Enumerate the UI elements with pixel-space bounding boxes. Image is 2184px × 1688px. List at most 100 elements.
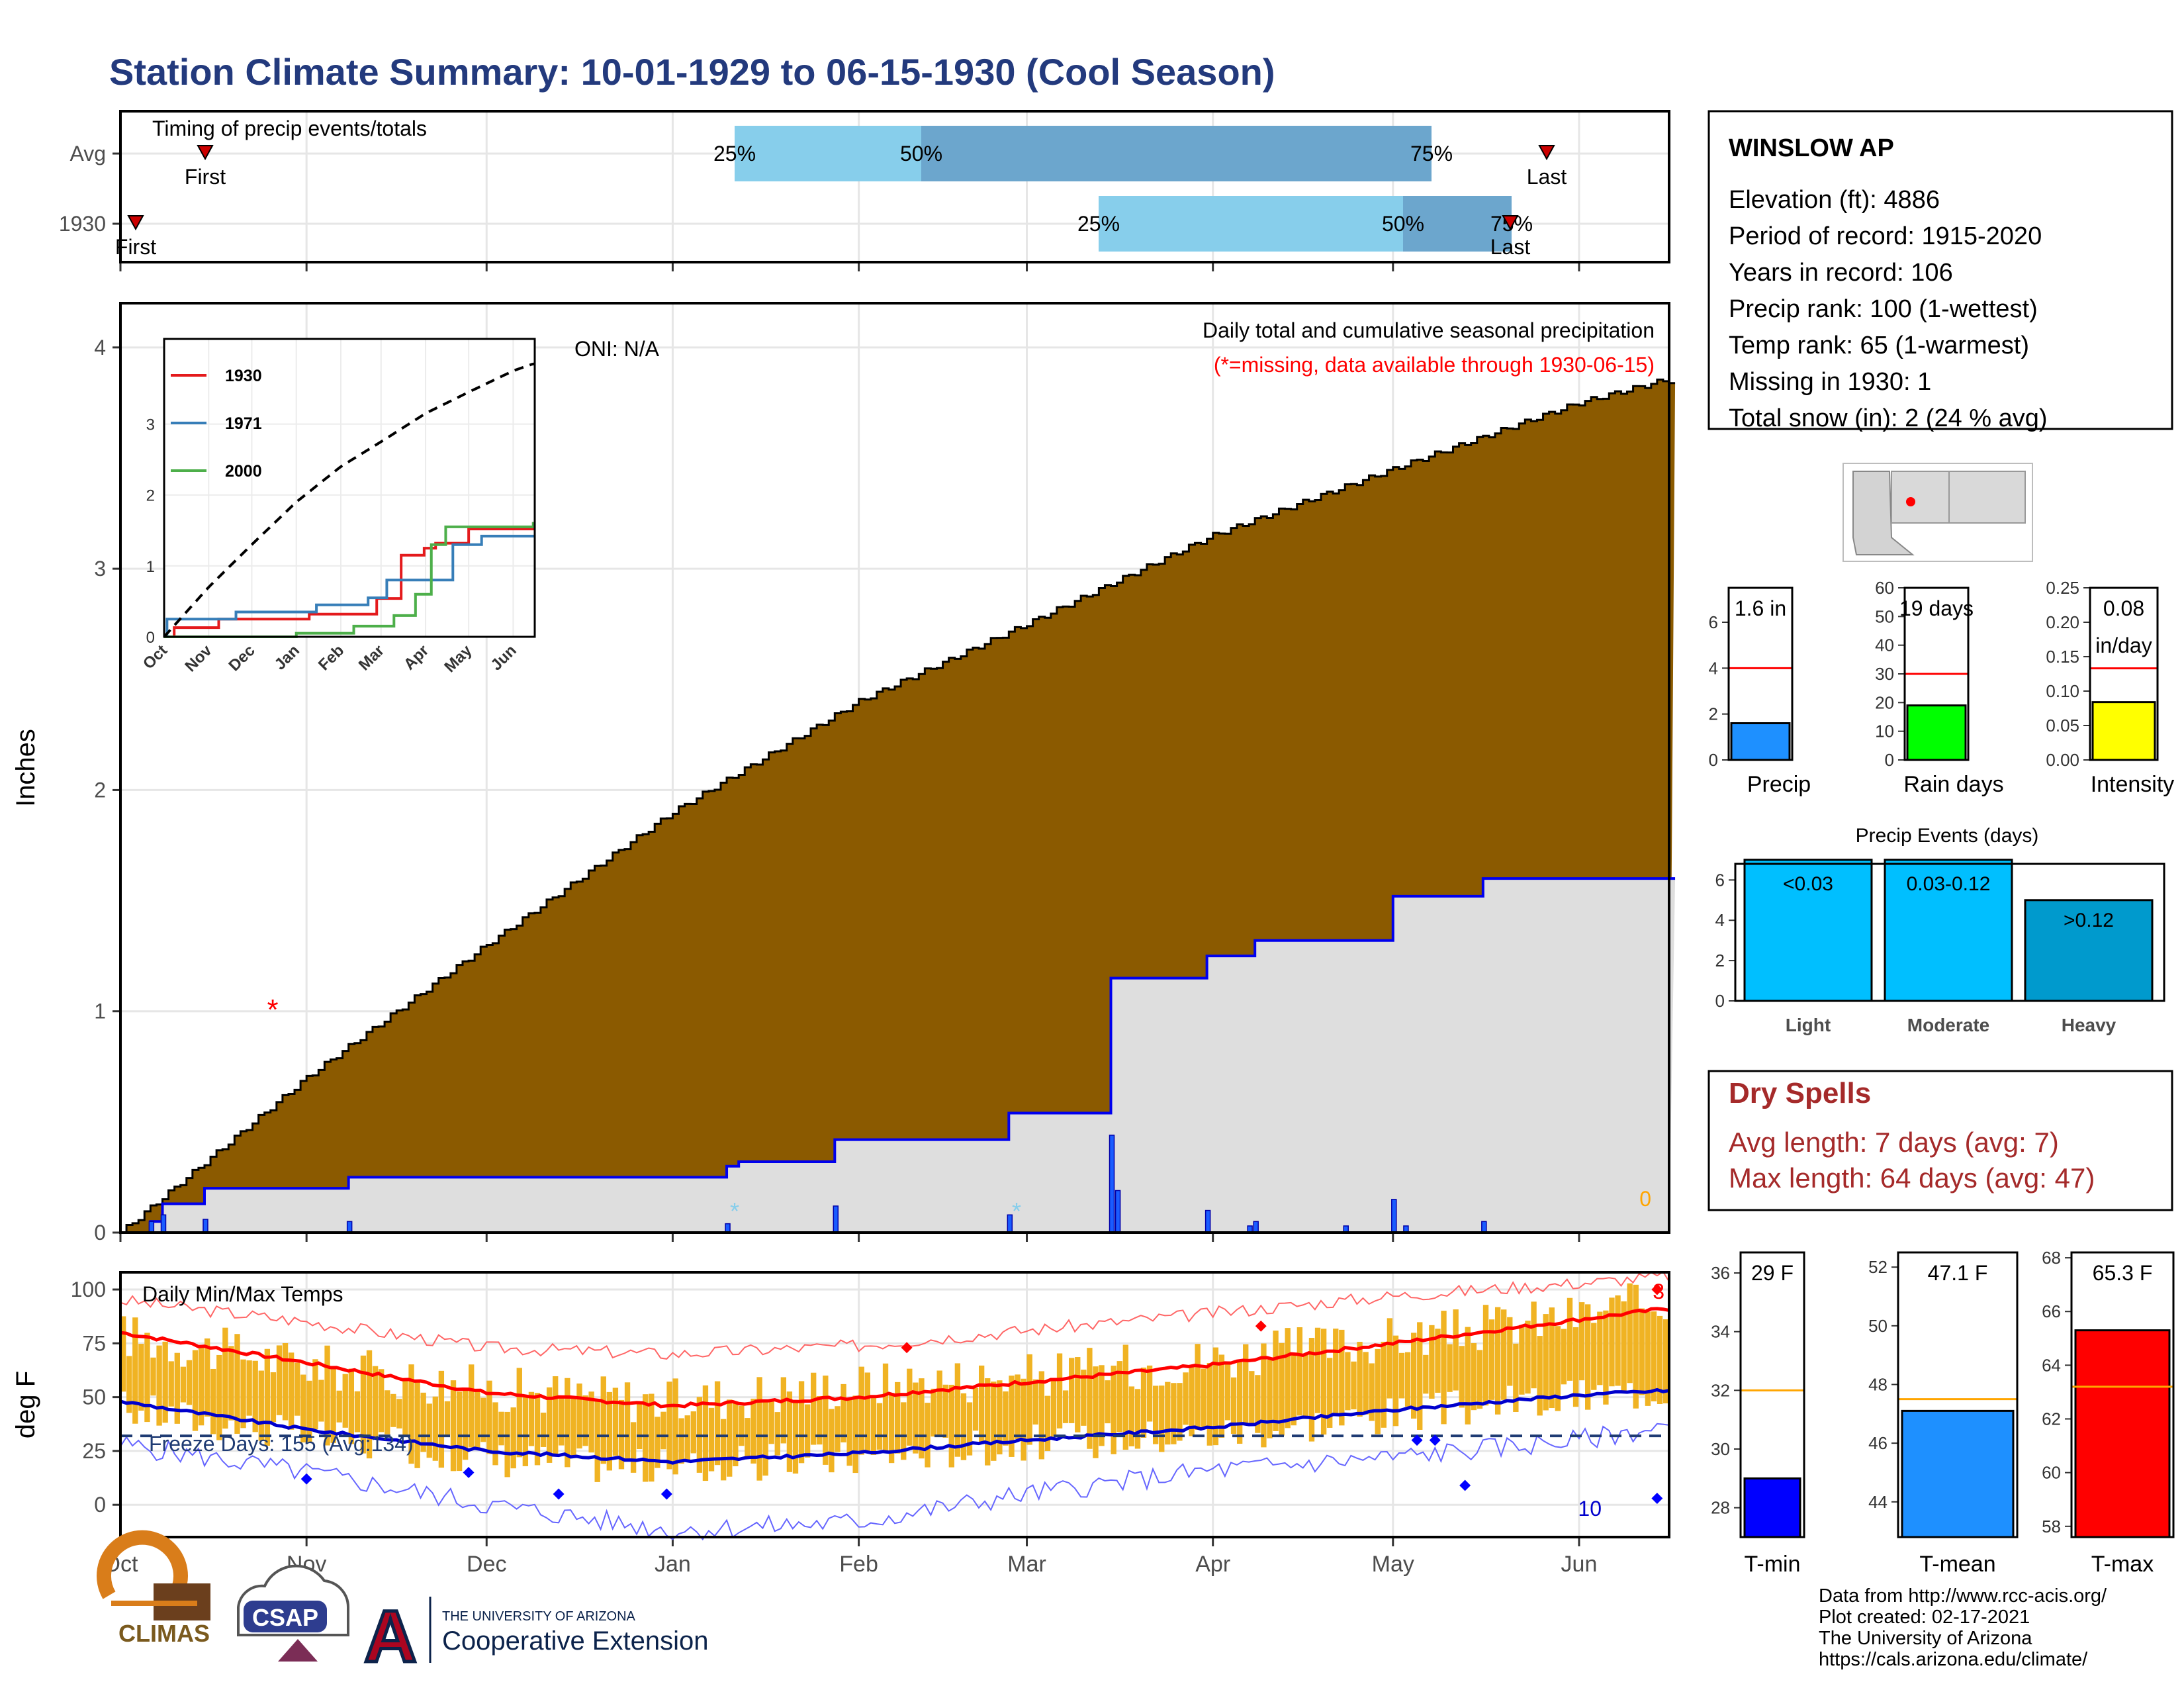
timing-percentile-label: 25%: [713, 142, 756, 165]
footer: Data from http://www.rcc-acis.org/Plot c…: [1819, 1585, 2107, 1670]
daily-temp-bar: [1261, 1343, 1267, 1448]
temp-summary-tick-label: 50: [1868, 1316, 1888, 1336]
daily-temp-bar: [594, 1401, 600, 1482]
daily-temp-bar: [258, 1370, 264, 1441]
inset-legend-label: 1971: [225, 414, 262, 433]
daily-temp-bar: [1398, 1352, 1405, 1399]
timing-last-marker: [1502, 215, 1519, 231]
daily-temp-bar: [174, 1352, 180, 1424]
daily-temp-bar: [138, 1344, 144, 1411]
daily-temp-bar: [972, 1387, 979, 1431]
temp-summary-tick-label: 28: [1711, 1498, 1730, 1518]
dry-spells-title: Dry Spells: [1729, 1077, 1871, 1109]
month-label: Jun: [1561, 1552, 1598, 1577]
oni-label: ONI: N/A: [574, 337, 660, 361]
inset-x-tick-label: Apr: [400, 641, 432, 673]
daily-temp-bar: [432, 1396, 438, 1461]
timing-percentile-label: 50%: [1382, 212, 1424, 236]
daily-temp-bar: [522, 1396, 529, 1466]
daily-temp-bar: [1273, 1331, 1279, 1431]
summary-bar-tick-label: 0.15: [2046, 647, 2079, 667]
daily-precip-bar: [725, 1223, 731, 1233]
daily-temp-bar: [295, 1362, 300, 1416]
y-tick-label: 4: [94, 336, 106, 359]
daily-temp-bar: [240, 1359, 246, 1429]
daily-temp-bar: [486, 1380, 492, 1454]
daily-temp-bar: [858, 1366, 864, 1455]
daily-temp-bar: [1555, 1326, 1561, 1411]
daily-temp-bar: [948, 1384, 954, 1468]
daily-temp-bar: [408, 1364, 414, 1464]
daily-temp-bar: [637, 1403, 643, 1450]
csap-logo-mountain: [278, 1639, 318, 1662]
timing-last-marker: [1538, 145, 1555, 161]
daily-temp-bar: [1507, 1317, 1513, 1386]
page-title: Station Climate Summary: 10-01-1929 to 0…: [109, 51, 1275, 93]
daily-temp-bar: [1189, 1364, 1195, 1436]
daily-temp-bar: [1459, 1346, 1465, 1408]
daily-temp-bar: [210, 1368, 216, 1434]
daily-temp-bar: [1494, 1307, 1501, 1415]
summary-bar-unit: in/day: [2095, 633, 2152, 657]
timing-panel: Avg25%50%75%FirstLast193025%50%75%FirstL…: [59, 110, 1670, 271]
daily-temp-bar: [1159, 1385, 1165, 1452]
daily-temp-bar: [1327, 1358, 1333, 1428]
daily-temp-bar: [180, 1366, 187, 1403]
station-info-box: WINSLOW AP Elevation (ft): 4886 Period of …: [1707, 110, 2173, 432]
daily-temp-bar: [438, 1370, 445, 1468]
events-tick-label: 4: [1715, 910, 1725, 930]
uofa-logo: A: [364, 1596, 416, 1677]
daily-temp-bar: [643, 1394, 649, 1482]
timing-percentile-label: 25%: [1077, 212, 1120, 236]
daily-temp-bar: [1236, 1362, 1243, 1444]
daily-temp-bar: [612, 1387, 619, 1456]
daily-temp-bar: [1572, 1327, 1579, 1407]
daily-temp-bar: [1441, 1311, 1447, 1425]
daily-temp-bar: [1314, 1327, 1321, 1413]
csap-logo-text: CSAP: [252, 1604, 318, 1631]
event-bar-range: <0.03: [1783, 873, 1833, 895]
y-tick-label: 3: [94, 557, 106, 581]
avg-max-line: [120, 1307, 1670, 1409]
station-info-line: Elevation (ft): 4886: [1729, 186, 1940, 214]
daily-temp-bar: [624, 1382, 631, 1459]
daily-temp-bar: [1075, 1357, 1081, 1432]
daily-temp-bar: [1044, 1395, 1051, 1451]
daily-temp-bar: [588, 1391, 594, 1453]
daily-temp-bar: [186, 1360, 193, 1405]
daily-temp-bar: [708, 1407, 715, 1472]
temp-summary-value: 65.3 F: [2093, 1261, 2153, 1285]
season-cumulative-line: [120, 877, 1676, 1234]
timing-last-label: Last: [1490, 235, 1531, 259]
daily-temp-bar: [870, 1396, 877, 1455]
daily-temp-bar: [132, 1317, 138, 1424]
daily-temp-bar: [931, 1388, 936, 1437]
inset-x-tick-label: Mar: [355, 641, 388, 674]
daily-temp-bar: [306, 1380, 312, 1442]
daily-temp-bar: [936, 1370, 942, 1436]
dry-spells-box: Dry Spells Avg length: 7 days (avg: 7) Max…: [1707, 1070, 2173, 1211]
logos: CLIMAS CSAP A THE UNIVERSITY OF ARIZONA Coop…: [97, 1530, 708, 1679]
missing-note: (*=missing, data available through 1930-…: [1214, 353, 1655, 377]
summary-bar-value: 1.6 in: [1735, 596, 1786, 620]
daily-precip-bar: [1481, 1221, 1487, 1233]
summary-bar-tick-label: 0.05: [2046, 716, 2079, 735]
temp-summary-frame: [2070, 1251, 2175, 1538]
daily-temp-bar: [907, 1368, 913, 1446]
summary-bar-tick-label: 40: [1875, 635, 1894, 655]
daily-temp-bar: [978, 1365, 985, 1444]
daily-temp-bar: [1230, 1377, 1237, 1434]
timing-bar-50-75: [1403, 196, 1512, 252]
daily-precip-bar: [1253, 1221, 1259, 1233]
inset-cumulative-panel: Oct Nov Dec Jan Feb Mar Apr May Jun 0 1 2 3 1930 1971 2…: [140, 338, 536, 676]
daily-temp-bar: [1417, 1322, 1423, 1430]
record-low-marker: [1411, 1434, 1423, 1446]
summary-bar-tick-label: 0: [1885, 750, 1894, 770]
precip-events-panel: Precip Events (days) 0 2 4 6 <0.03 Light 0.03-0…: [1715, 825, 2165, 1035]
daily-temp-bar: [618, 1399, 625, 1470]
temp-y-tick-label: 100: [71, 1278, 106, 1301]
daily-temp-bar: [1279, 1342, 1285, 1436]
summary-bar-tick-label: 0.10: [2046, 681, 2079, 701]
daily-temp-bar: [492, 1402, 498, 1466]
